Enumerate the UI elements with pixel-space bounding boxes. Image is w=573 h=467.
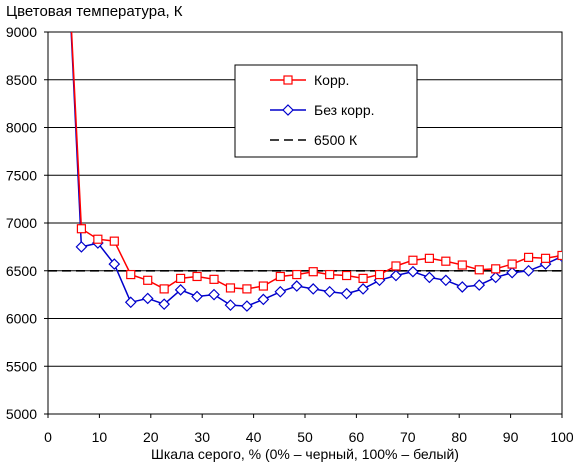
x-tick-label: 90 <box>503 429 519 445</box>
data-point-series-1 <box>506 266 518 279</box>
x-tick-label: 0 <box>44 429 52 445</box>
data-point-series-1 <box>473 279 486 291</box>
data-point-series-1 <box>357 283 369 295</box>
legend-label: 6500 К <box>314 132 358 148</box>
data-point-series-0 <box>374 269 385 280</box>
legend-swatch-marker <box>282 104 294 116</box>
data-point-series-0 <box>325 269 335 280</box>
legend-label: Корр. <box>314 72 349 88</box>
data-point-series-0 <box>507 259 517 269</box>
y-tick-label: 8500 <box>6 72 37 88</box>
data-point-series-0 <box>457 260 467 270</box>
data-point-series-1 <box>522 264 535 277</box>
data-point-series-1 <box>158 298 171 311</box>
data-point-series-0 <box>391 261 401 271</box>
data-point-series-0 <box>540 253 551 263</box>
x-tick-label: 60 <box>349 429 365 445</box>
x-axis-label: Шкала серого, % (0% – черный, 100% – бел… <box>151 446 459 462</box>
y-tick-label: 9000 <box>6 24 37 40</box>
data-point-series-1 <box>407 265 419 278</box>
x-tick-label: 10 <box>92 429 108 445</box>
legend-swatch-marker <box>283 75 293 85</box>
data-point-series-1 <box>174 284 187 296</box>
data-point-series-0 <box>358 273 368 283</box>
series-layer <box>48 32 562 312</box>
data-point-series-1 <box>323 285 336 298</box>
data-point-series-0 <box>557 250 562 261</box>
data-point-series-0 <box>126 269 136 280</box>
y-tick-label: 6000 <box>6 311 37 327</box>
x-tick-label: 30 <box>194 429 210 445</box>
x-tick-label: 80 <box>451 429 467 445</box>
y-tick-label: 6500 <box>6 263 37 279</box>
data-point-series-1 <box>241 300 253 312</box>
data-point-series-1 <box>439 274 452 287</box>
data-point-series-0 <box>491 264 501 274</box>
data-point-series-0 <box>225 283 236 293</box>
data-point-series-0 <box>474 265 484 275</box>
data-point-series-0 <box>424 253 434 263</box>
data-point-series-0 <box>93 234 103 244</box>
data-point-series-1 <box>141 292 154 305</box>
data-point-series-1 <box>257 293 270 306</box>
data-point-series-1 <box>340 287 353 300</box>
y-tick-label: 5000 <box>6 406 37 422</box>
x-tick-label: 70 <box>400 429 416 445</box>
data-point-series-1 <box>456 281 469 293</box>
data-point-series-0 <box>76 224 87 234</box>
data-point-series-0 <box>258 281 268 291</box>
y-tick-label: 7500 <box>6 167 37 183</box>
data-point-series-0 <box>342 270 352 281</box>
data-point-series-1 <box>290 280 303 292</box>
y-tick-label: 8000 <box>6 120 37 136</box>
x-axis-ticks: 0 10 20 30 40 50 60 70 80 90 100 <box>44 414 573 445</box>
data-point-series-0 <box>109 236 119 246</box>
x-tick-label: 50 <box>297 429 313 445</box>
data-point-series-0 <box>308 267 318 277</box>
data-point-series-0 <box>292 269 302 280</box>
legend-box <box>234 64 418 158</box>
legend-items: Корр. Без корр. 6500 К <box>270 72 375 148</box>
y-axis-ticks: 5000 5500 6000 6500 7000 7500 8000 8500 9000 <box>6 24 48 422</box>
data-point-series-1 <box>274 285 287 298</box>
y-tick-label: 7000 <box>6 215 37 231</box>
data-point-series-1 <box>224 299 237 311</box>
x-tick-label: 100 <box>550 429 573 445</box>
data-point-series-0 <box>441 256 451 266</box>
data-point-series-0 <box>242 284 252 294</box>
data-point-series-0 <box>192 271 202 282</box>
data-point-series-0 <box>143 275 153 285</box>
data-point-series-1 <box>489 271 502 284</box>
data-point-series-1 <box>390 269 402 282</box>
legend-label: Без корр. <box>314 102 375 118</box>
data-point-series-0 <box>159 284 169 294</box>
legend: Корр. Без корр. 6500 К <box>234 64 418 158</box>
data-point-series-1 <box>208 288 220 301</box>
data-point-series-1 <box>108 258 121 270</box>
y-tick-label: 5500 <box>6 358 37 374</box>
chart-title: Цветовая температура, К <box>6 3 183 20</box>
x-tick-label: 20 <box>143 429 159 445</box>
data-point-series-0 <box>408 255 418 265</box>
data-point-series-0 <box>209 274 219 284</box>
data-point-series-1 <box>423 271 436 284</box>
x-tick-label: 40 <box>246 429 262 445</box>
data-point-series-0 <box>523 252 534 262</box>
data-point-series-1 <box>307 283 320 295</box>
data-point-series-0 <box>176 273 186 283</box>
data-point-series-1 <box>124 296 137 309</box>
data-point-series-1 <box>75 241 88 253</box>
data-point-series-1 <box>191 290 203 303</box>
data-point-series-0 <box>275 271 285 282</box>
